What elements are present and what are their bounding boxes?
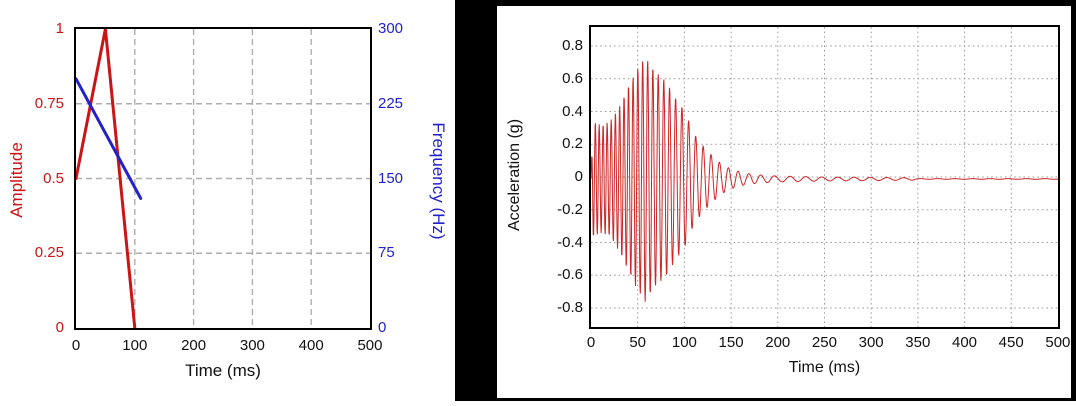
acceleration-x-axis-ticks: 0 50 100 150 200 250 300 350 400 450 500 bbox=[586, 334, 1071, 351]
right-chart-frame: Acceleration (g) 0.8 0.6 0.4 0.2 0 -0.2 … bbox=[455, 0, 1076, 401]
acceleration-x-axis-title: Time (ms) bbox=[788, 359, 861, 376]
left-plot-area bbox=[74, 27, 372, 330]
y-tick: 0.5 bbox=[43, 169, 64, 187]
right-y-axis-ticks: 300 225 150 75 0 bbox=[378, 20, 422, 337]
left-plot-svg bbox=[76, 29, 370, 328]
y-tick: 75 bbox=[378, 244, 395, 262]
y-tick: 0 bbox=[574, 168, 583, 185]
acceleration-y-axis-title: Acceleration (g) bbox=[506, 118, 523, 232]
y-tick: 150 bbox=[378, 169, 404, 187]
y-tick: 300 bbox=[378, 20, 404, 37]
y-tick: 0.8 bbox=[562, 37, 583, 54]
y-tick: -0.6 bbox=[557, 266, 583, 284]
y-tick: 225 bbox=[378, 94, 404, 112]
left-x-axis-title: Time (ms) bbox=[185, 361, 261, 380]
y-tick: -0.2 bbox=[557, 200, 583, 218]
y-tick: 0 bbox=[378, 319, 387, 336]
y-tick: 0.6 bbox=[562, 69, 583, 87]
left-x-axis-ticks: 0 100 200 300 400 500 bbox=[71, 337, 383, 354]
left-y-axis-ticks: 1 0.75 0.5 0.25 0 bbox=[10, 20, 64, 337]
amplitude-frequency-chart: Amplitude 1 0.75 0.5 0.25 0 300 225 150 … bbox=[0, 0, 455, 406]
y-tick: 1 bbox=[55, 20, 64, 37]
right-y-axis-title: Frequency (Hz) bbox=[429, 122, 448, 240]
y-tick: 0.4 bbox=[562, 102, 583, 120]
acceleration-chart: Acceleration (g) 0.8 0.6 0.4 0.2 0 -0.2 … bbox=[497, 6, 1071, 398]
y-tick: -0.8 bbox=[557, 299, 583, 316]
y-tick: 0.2 bbox=[562, 135, 583, 153]
y-tick: -0.4 bbox=[557, 233, 583, 251]
right-plot-svg bbox=[591, 27, 1058, 327]
acceleration-plot-area bbox=[589, 25, 1060, 329]
acceleration-y-axis-ticks: 0.8 0.6 0.4 0.2 0 -0.2 -0.4 -0.6 -0.8 bbox=[533, 37, 583, 317]
y-tick: 0.75 bbox=[34, 94, 64, 112]
y-tick: 0.25 bbox=[34, 244, 64, 262]
y-tick: 0 bbox=[55, 319, 64, 336]
